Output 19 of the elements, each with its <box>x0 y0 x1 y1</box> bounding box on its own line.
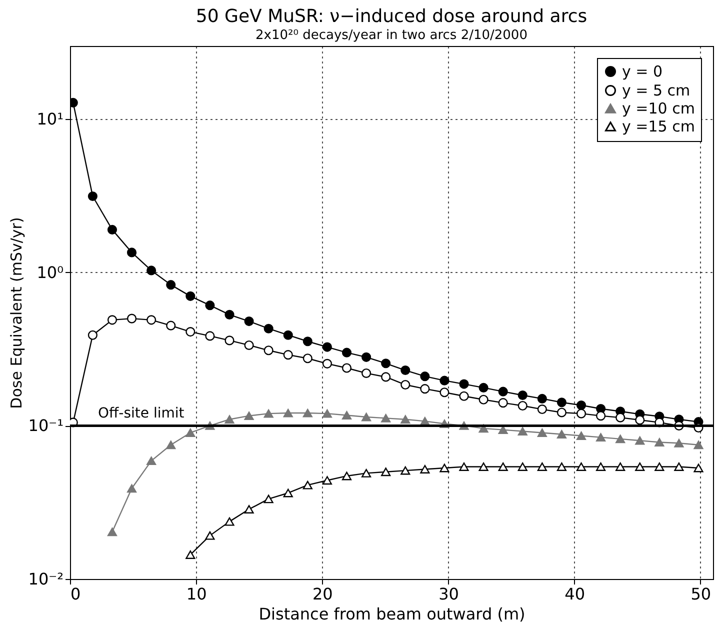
legend-label: y =10 cm <box>622 100 695 118</box>
x-axis-title: Distance from beam outward (m) <box>258 604 526 624</box>
legend-label: y = 0 <box>622 62 663 80</box>
chart-subtitle: 2x10²⁰ decays/year in two arcs 2/10/2000 <box>256 28 528 43</box>
y-tick-label: 10⁰ <box>36 262 64 282</box>
x-tick-label: 20 <box>312 584 333 604</box>
x-tick-label: 0 <box>70 584 81 604</box>
x-tick-label: 40 <box>564 584 585 604</box>
legend-label: y =15 cm <box>622 118 695 136</box>
y-axis-title: Dose Equivalent (mSv/yr) <box>7 217 26 409</box>
y-tick-label: 10⁻² <box>28 570 64 588</box>
legend-label: y = 5 cm <box>622 82 690 100</box>
ref-line-label: Off-site limit <box>98 406 185 422</box>
chart-title: 50 GeV MuSR: ν−induced dose around arcs <box>196 6 588 27</box>
y-tick-label: 10¹ <box>36 110 64 129</box>
y-tick-label: 10⁻¹ <box>28 416 64 436</box>
x-tick-label: 50 <box>690 584 712 604</box>
x-tick-label: 30 <box>438 584 459 604</box>
x-tick-label: 10 <box>186 584 207 604</box>
